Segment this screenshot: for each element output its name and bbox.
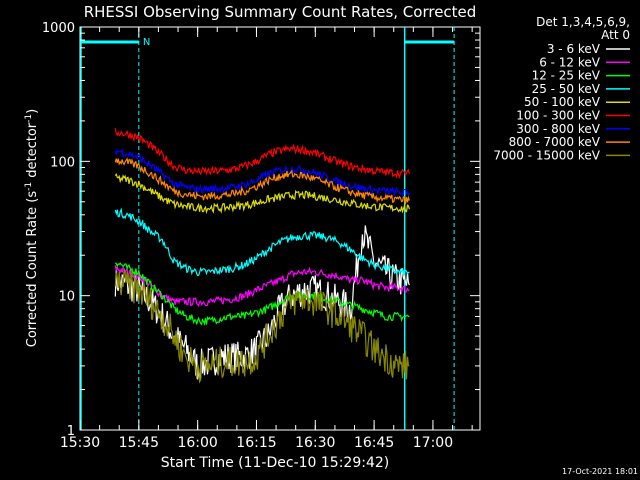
series-line-3 [114,207,410,277]
y-tick-label: 1000 [42,21,75,36]
legend-header-detectors: Det 1,3,4,5,6,9, [536,15,630,29]
y-axis: 1 10 100 1000 [42,21,480,439]
chart-title: RHESSI Observing Summary Count Rates, Co… [84,3,477,21]
legend-label: 6 - 12 keV [539,55,601,69]
legend-label: 7000 - 15000 keV [493,148,600,162]
series-line-7 [114,157,410,205]
legend-label: 300 - 800 keV [516,122,600,136]
legend-label: 100 - 300 keV [516,109,600,123]
x-axis: 15:30 15:45 16:00 16:15 16:30 16:45 17:00 [60,27,473,451]
x-tick-label: 16:00 [177,435,217,451]
legend-label: 3 - 6 keV [547,42,601,56]
series-layer [114,128,410,384]
x-tick-label: 16:15 [236,435,276,451]
saa-night-annotation: N [143,37,150,48]
y-tick-label: 100 [50,155,75,170]
series-line-5 [114,128,410,179]
y-axis-label-sup2: -1 [24,114,34,123]
legend-label: 50 - 100 keV [524,95,601,109]
y-axis-label-sup1: -1 [24,182,34,191]
y-axis-label: Corrected Count Rate (s-1 detector-1) [24,109,40,347]
y-axis-label-end: ) [25,109,40,114]
generation-timestamp: 17-Oct-2021 18:01 [562,467,638,476]
x-tick-label: 15:45 [119,435,159,451]
y-tick-label: 1 [67,424,75,439]
y-tick-label: 10 [58,290,75,305]
series-line-4 [114,173,410,215]
series-line-2 [114,262,410,326]
observation-overlays: N [80,27,455,430]
y-axis-label-mid: detector [25,122,40,182]
x-tick-label: 17:00 [413,435,453,451]
legend-label: 25 - 50 keV [532,82,601,96]
x-tick-label: 16:30 [295,435,335,451]
y-axis-label-main: Corrected Count Rate (s [25,191,40,348]
legend-header-attenuator: Att 0 [601,28,630,42]
series-line-6 [114,147,410,198]
x-tick-label: 15:30 [60,435,100,451]
series-line-8 [114,269,410,384]
plot-frame [79,26,481,431]
x-axis-label: Start Time (11-Dec-10 15:29:42) [161,455,389,471]
legend-label: 12 - 25 keV [532,69,601,83]
x-tick-label: 16:45 [354,435,394,451]
legend-label: 800 - 7000 keV [509,135,601,149]
